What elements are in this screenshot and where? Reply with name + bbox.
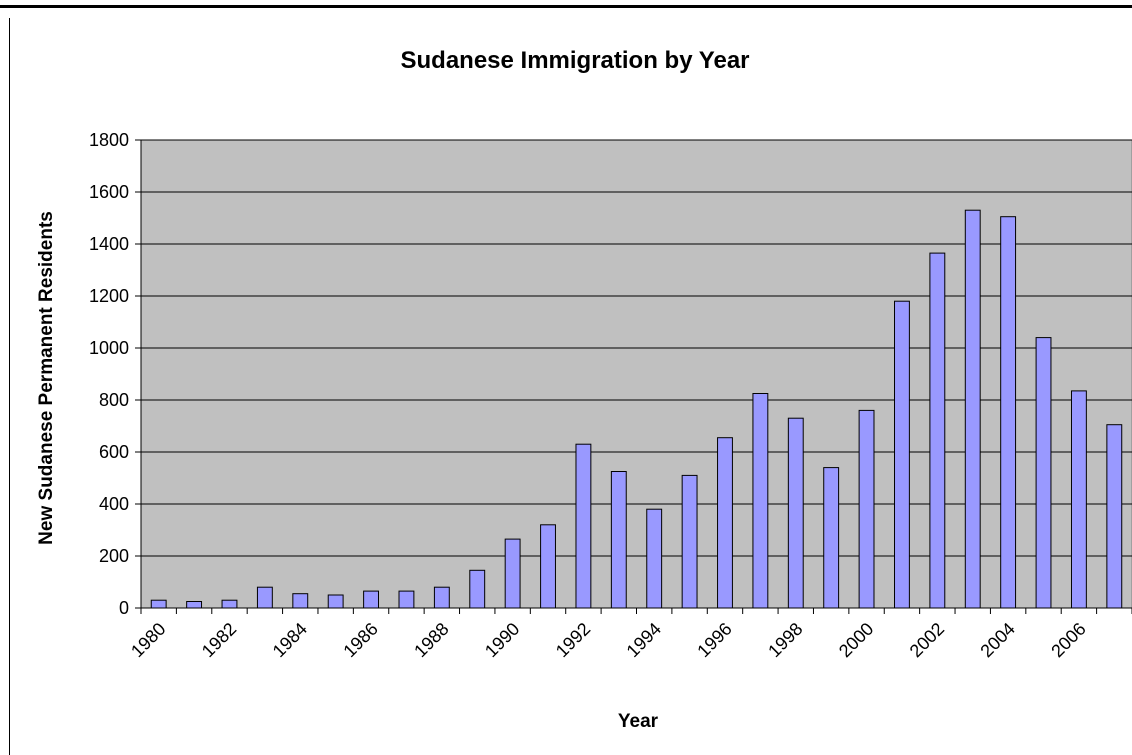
x-tick-label: 1986 xyxy=(339,619,381,661)
bar-2004 xyxy=(1000,216,1017,609)
bar-1996 xyxy=(717,437,733,609)
frame-left-border xyxy=(9,18,10,755)
bar-1997 xyxy=(752,393,769,609)
bar-1992 xyxy=(575,443,592,609)
x-tick-label: 1994 xyxy=(623,619,665,661)
bars xyxy=(150,209,1123,609)
x-tick-label: 2002 xyxy=(906,619,948,661)
x-tick-label: 1990 xyxy=(481,619,523,661)
bar-1995 xyxy=(681,474,698,609)
x-tick-label: 1980 xyxy=(127,619,169,661)
bar-1980 xyxy=(150,599,167,609)
bar-1987 xyxy=(398,590,415,609)
x-tick-label: 1996 xyxy=(693,619,735,661)
y-tick-label: 1400 xyxy=(89,234,129,254)
x-tick-label: 1988 xyxy=(410,619,452,661)
y-tick-label: 1600 xyxy=(89,182,129,202)
y-tick-label: 800 xyxy=(99,390,129,410)
y-tick-label: 600 xyxy=(99,442,129,462)
x-tick-label: 2004 xyxy=(976,619,1018,661)
bar-1990 xyxy=(504,538,521,609)
bar-1982 xyxy=(221,599,238,609)
x-tick-labels: 1980 1982 1984 1986 1988 1990 1992 1994 1996 1998… xyxy=(127,608,1132,661)
bar-1984 xyxy=(292,593,309,609)
x-tick-label: 1982 xyxy=(198,619,240,661)
x-tick-label: 1998 xyxy=(764,619,806,661)
bar-1991 xyxy=(540,524,556,609)
bar-2002 xyxy=(929,252,946,609)
bar-1998 xyxy=(787,417,804,609)
bar-1993 xyxy=(610,471,627,609)
bar-1985 xyxy=(327,594,344,609)
bar-1994 xyxy=(646,508,663,609)
y-tick-label: 1200 xyxy=(89,286,129,306)
y-axis-title: New Sudanese Permanent Residents xyxy=(36,211,57,545)
bar-2000 xyxy=(858,409,875,609)
x-tick-label: 2006 xyxy=(1047,619,1089,661)
bar-1986 xyxy=(363,590,379,609)
x-axis-title: Year xyxy=(618,711,659,732)
x-tick-label: 1984 xyxy=(269,619,311,661)
bar-1981 xyxy=(186,601,203,609)
x-tick-label: 1992 xyxy=(552,619,594,661)
x-tick-label: 2000 xyxy=(835,619,877,661)
y-tick-label: 0 xyxy=(119,598,129,618)
bar-1989 xyxy=(469,569,486,609)
bar-1999 xyxy=(823,467,840,609)
chart-title: Sudanese Immigration by Year xyxy=(400,47,749,74)
bar-2003 xyxy=(964,209,981,609)
bar-1988 xyxy=(433,586,450,609)
bar-2005 xyxy=(1035,337,1052,609)
y-tick-label: 1000 xyxy=(89,338,129,358)
frame-top-border xyxy=(0,5,1132,8)
y-tick-labels: 0 200 400 600 800 1000 1200 1400 1600 1800 xyxy=(89,130,141,618)
bar-2007 xyxy=(1106,424,1123,609)
y-tick-label: 400 xyxy=(99,494,129,514)
bar-2006 xyxy=(1070,390,1087,609)
y-tick-label: 200 xyxy=(99,546,129,566)
bar-2001 xyxy=(894,300,910,609)
bar-1983 xyxy=(256,586,273,609)
plot-area xyxy=(140,139,1132,609)
y-tick-label: 1800 xyxy=(89,130,129,150)
